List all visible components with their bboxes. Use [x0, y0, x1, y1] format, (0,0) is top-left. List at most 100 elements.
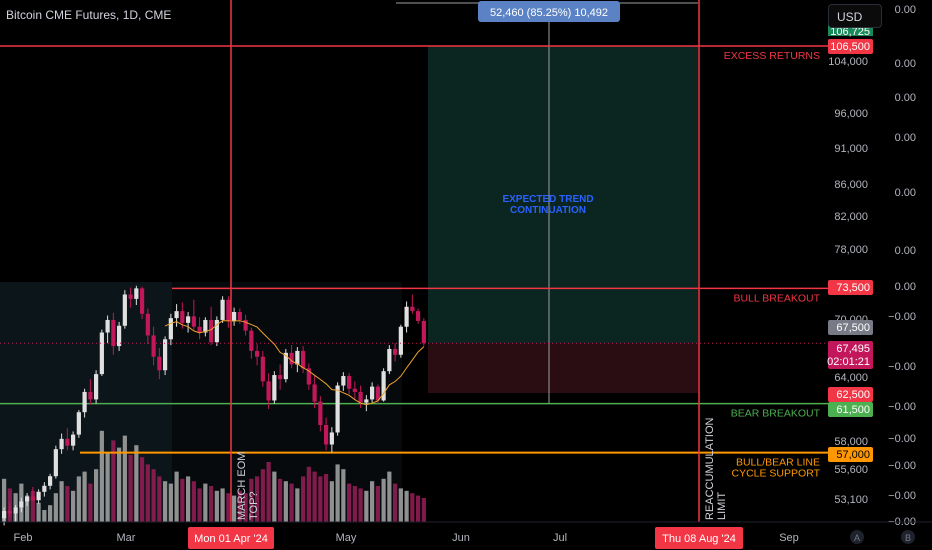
candle-body: [99, 332, 104, 375]
candle-body: [111, 319, 116, 347]
candle-body: [151, 335, 156, 357]
currency-label: USD: [837, 10, 863, 24]
candle-body: [13, 507, 18, 514]
candle-body: [214, 319, 219, 343]
volume-bar: [53, 493, 58, 522]
price-label-tag: [828, 320, 873, 335]
volume-bar: [289, 483, 294, 522]
candle-body: [301, 350, 306, 369]
candle-body: [1, 511, 7, 519]
volume-bar: [404, 490, 409, 522]
indicator-tick-label: 0.00: [895, 281, 916, 293]
volume-bar: [65, 486, 70, 522]
volume-bar: [237, 490, 242, 522]
price-tick-label: 104,000: [828, 56, 868, 68]
indicator-tick-label: 0.00: [895, 187, 916, 199]
candle-body: [191, 316, 196, 327]
candle-body: [157, 356, 162, 371]
volume-bar: [249, 478, 254, 522]
volume-bar: [2, 478, 7, 522]
candle-body: [48, 476, 53, 486]
candle-body: [42, 485, 47, 492]
candle-body: [71, 434, 76, 446]
volume-bar: [347, 483, 352, 522]
price-label-text: 67,500: [836, 322, 870, 334]
symbol-title: Bitcoin CME Futures, 1D, CME: [6, 8, 171, 22]
candle-body: [105, 319, 110, 333]
projection-label-line2: CONTINUATION: [510, 205, 586, 216]
projection-label-line1: EXPECTED TREND: [502, 194, 593, 205]
candle-body: [243, 319, 248, 331]
candle-body: [128, 294, 133, 299]
projection-profit-zone[interactable]: [428, 46, 698, 344]
candle-body: [312, 384, 317, 402]
volume-bar: [122, 435, 127, 522]
candle-body: [203, 319, 208, 333]
time-marker-label: Thu 08 Aug '24: [662, 533, 736, 545]
candle-body: [145, 313, 150, 336]
level-label: BULL BREAKOUT: [733, 292, 820, 304]
log-scale-label: B: [905, 533, 911, 543]
volume-bar: [341, 469, 346, 522]
candle-body: [168, 318, 173, 340]
price-label-tag: [828, 341, 873, 369]
volume-bar: [295, 488, 300, 522]
vertical-markers[interactable]: Mon 01 Apr '24 MARCH EOM TOP? Thu 08 Aug '2…: [188, 0, 743, 549]
volume-bar: [416, 495, 421, 522]
price-axis[interactable]: [828, 0, 888, 522]
price-tick-label: 55,600: [834, 464, 868, 476]
volume-bar: [168, 483, 173, 522]
measure-badge[interactable]: [478, 1, 620, 22]
price-tick-label: 91,000: [834, 143, 868, 155]
candle-body: [25, 496, 30, 502]
volume-bar: [186, 476, 191, 522]
candle-body: [393, 348, 398, 355]
volume-bar: [59, 481, 64, 522]
volume-bar: [329, 481, 334, 522]
indicator-tick-label: −0.00: [888, 433, 916, 445]
candle-body: [398, 326, 403, 355]
horizontal-levels[interactable]: EXCESS RETURNS BULL BREAKOUT BEAR BREAKOUT…: [0, 45, 828, 480]
candle-body: [76, 412, 81, 435]
candle-body: [335, 385, 340, 433]
candle-body: [289, 352, 294, 365]
volume-bar: [134, 445, 139, 522]
volume-bar: [278, 478, 283, 522]
volume-bar: [352, 486, 357, 522]
volume-bar: [105, 452, 110, 522]
candle-body: [122, 294, 127, 326]
indicator-tick-label: 0.00: [895, 58, 916, 70]
price-label-text: 62,500: [836, 389, 870, 401]
volume-bar: [94, 469, 99, 522]
candle-body: [59, 438, 64, 450]
candle-body: [324, 425, 329, 445]
volume-bar: [157, 476, 162, 522]
volume-bar: [25, 495, 30, 522]
price-tick-label: 78,000: [834, 244, 868, 256]
candle-body: [387, 348, 392, 372]
volume-bar: [214, 490, 219, 522]
candle-body: [88, 391, 93, 400]
price-label-partial: [828, 25, 873, 36]
currency-button[interactable]: USD: [828, 4, 882, 28]
candle-body: [209, 319, 214, 343]
candle-body: [140, 288, 145, 314]
price-tick-label: 53,100: [834, 494, 868, 506]
auto-scale-icon[interactable]: [850, 530, 864, 544]
candle-body: [295, 350, 300, 365]
indicator-tick-label: 0.00: [895, 4, 916, 16]
log-scale-icon[interactable]: [901, 530, 915, 544]
candle-body: [174, 311, 179, 319]
volume-bar: [387, 471, 392, 522]
volume-bar: [306, 466, 311, 522]
projection-loss-zone[interactable]: [428, 343, 698, 393]
candle-body: [237, 312, 242, 320]
volume-bar: [358, 488, 363, 522]
candle-body: [7, 511, 12, 514]
price-label-text: 57,000: [836, 449, 870, 461]
price-tick-label: 86,000: [834, 179, 868, 191]
price-tick-label: 64,000: [834, 372, 868, 384]
candle-body: [410, 306, 415, 312]
level-label-secondary: CYCLE SUPPORT: [732, 468, 821, 480]
